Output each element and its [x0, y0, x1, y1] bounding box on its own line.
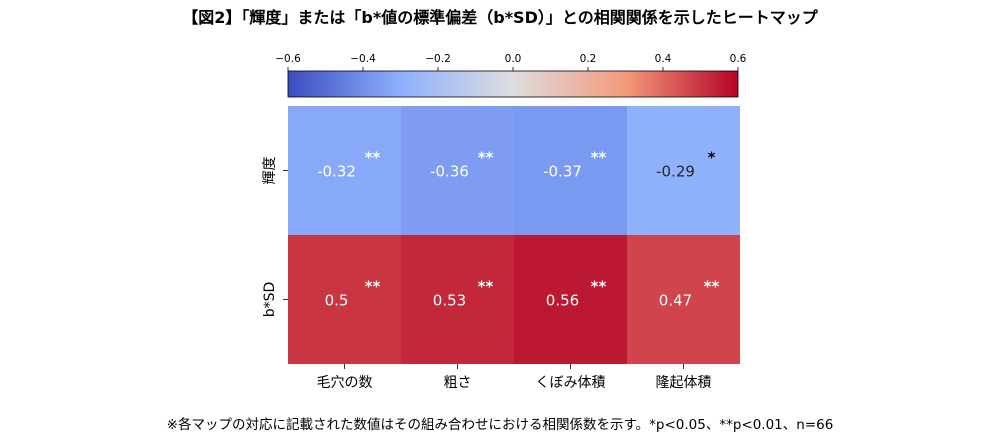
heatmap-cell	[401, 106, 514, 235]
cell-value-label: -0.32	[317, 163, 356, 181]
heatmap-cell	[288, 106, 401, 235]
column-label: 粗さ	[444, 375, 472, 391]
significance-marker: **	[365, 149, 381, 167]
row-labels: 輝度 b*SD	[262, 157, 288, 318]
colorbar-tick-label: −0.2	[425, 53, 451, 65]
colorbar-gradient	[287, 70, 739, 98]
colorbar-tick-label: 0.4	[655, 53, 672, 65]
column-labels: 毛穴の数 粗さ くぼみ体積 隆起体積	[317, 364, 712, 391]
significance-marker: **	[478, 149, 494, 167]
heatmap-cell	[288, 235, 401, 364]
significance-marker: **	[704, 278, 720, 296]
colorbar-tick-label: −0.4	[350, 53, 376, 65]
colorbar-tick-label: 0.0	[505, 53, 522, 65]
significance-marker: **	[478, 278, 494, 296]
column-label: くぼみ体積	[536, 375, 606, 391]
significance-marker: **	[591, 149, 607, 167]
colorbar: −0.6 −0.4 −0.2 0.0 0.2 0.4 0.6	[275, 53, 747, 98]
row-label: 輝度	[262, 157, 278, 185]
column-label: 毛穴の数	[317, 375, 373, 391]
cell-value-label: -0.36	[430, 163, 469, 181]
chart-title: 【図2】「輝度」または「b*値の標準偏差（b*SD）」との相関関係を示したヒート…	[182, 8, 818, 27]
cell-value-label: 0.47	[659, 292, 692, 310]
cell-value-label: -0.37	[543, 163, 582, 181]
heatmap-cell	[514, 235, 627, 364]
colorbar-tick-label: 0.2	[580, 53, 597, 65]
heatmap-cell	[627, 235, 740, 364]
cell-value-label: 0.53	[433, 292, 466, 310]
column-label: 隆起体積	[656, 375, 712, 391]
heatmap-cell	[627, 106, 740, 235]
heatmap-cell	[514, 106, 627, 235]
significance-marker: **	[591, 278, 607, 296]
colorbar-tick-label: −0.6	[275, 53, 301, 65]
row-label: b*SD	[262, 282, 278, 318]
cell-value-label: 0.56	[546, 292, 579, 310]
heatmap-cells: -0.32 ** -0.36 ** -0.37 ** -0.29 * 0.5 ** 0.53 ** 0.…	[288, 106, 740, 364]
cell-value-label: 0.5	[325, 292, 349, 310]
significance-marker: **	[365, 278, 381, 296]
footnote: ※各マップの対応に記載された数値はその組み合わせにおける相関係数を示す。*p<0…	[166, 417, 834, 433]
heatmap-cell	[401, 235, 514, 364]
colorbar-tick-label: 0.6	[730, 53, 747, 65]
cell-value-label: -0.29	[656, 163, 695, 181]
significance-marker: *	[708, 149, 716, 167]
